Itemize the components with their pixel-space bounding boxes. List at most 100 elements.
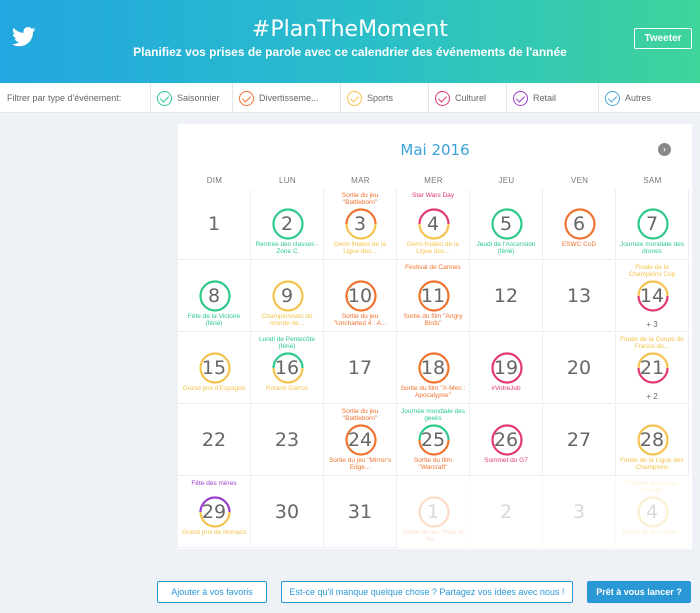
- day-number: 21: [639, 357, 665, 379]
- calendar-day[interactable]: 20: [543, 333, 616, 404]
- filter-label-text: Autres: [625, 93, 652, 103]
- calendar-day[interactable]: 3: [543, 477, 616, 548]
- weekday-header: LUN: [279, 176, 296, 185]
- check-circle-icon: [239, 90, 254, 106]
- calendar-day[interactable]: 1: [178, 189, 251, 260]
- calendar-day[interactable]: 6 ESWC CoD: [543, 189, 616, 260]
- add-favorites-button[interactable]: Ajouter à vos favoris: [157, 581, 267, 603]
- day-number: 3: [572, 501, 586, 523]
- calendar-day[interactable]: 1 Sortie du jeu "Rise of the...: [397, 477, 470, 548]
- page-subtitle: Planifiez vos prises de parole avec ce c…: [133, 45, 567, 59]
- calendar-day[interactable]: Sortie du jeu "Battleborn" 24 Sortie du je…: [324, 405, 397, 476]
- calendar-day[interactable]: 17: [324, 333, 397, 404]
- filter-label-text: Divertisseme...: [259, 93, 319, 103]
- event-label-top: Lundi de Pentecôte (férié): [258, 336, 316, 350]
- event-label-bottom: Journée mondiale des drones: [620, 241, 684, 255]
- event-label-bottom: Championnats du monde de...: [261, 313, 313, 327]
- calendar-day[interactable]: 8 Fête de la Victoire (férié): [178, 261, 251, 332]
- filter-label: Filtrer par type d'événement:: [7, 93, 122, 103]
- calendar-day[interactable]: 7 Journée mondiale des drones: [616, 189, 689, 260]
- event-ring: [418, 280, 450, 312]
- event-ring: [637, 496, 669, 528]
- calendar-day[interactable]: 13: [543, 261, 616, 332]
- event-ring: [418, 352, 450, 384]
- more-events-count[interactable]: + 2: [646, 392, 658, 401]
- weekday-header: SAM: [643, 176, 662, 185]
- check-circle-icon: [157, 90, 172, 106]
- calendar-day[interactable]: 18 Sortie du film "X-Men : Apocalypse": [397, 333, 470, 404]
- day-number: 16: [274, 357, 300, 379]
- event-ring: [564, 208, 596, 240]
- calendar-day[interactable]: Fête des mères 29 Grand prix de Monaco: [178, 477, 251, 548]
- event-label-bottom: Grand prix d'Espagne: [182, 385, 246, 392]
- filter-5[interactable]: Autres: [598, 83, 700, 113]
- event-ring: [418, 496, 450, 528]
- event-ring: [199, 496, 231, 528]
- month-title: Mai 2016: [400, 141, 470, 159]
- day-number: 5: [499, 213, 513, 235]
- start-button[interactable]: Prêt à vous lancer ?: [587, 581, 691, 603]
- day-number: 23: [274, 429, 300, 451]
- day-number: 12: [493, 285, 519, 307]
- day-number: 14: [639, 285, 665, 307]
- calendar-day[interactable]: Lundi de Pentecôte (férié) 16 Roland Garro…: [251, 333, 324, 404]
- calendar-day[interactable]: 28 Finale de la Ligue des Champions: [616, 405, 689, 476]
- calendar-day[interactable]: Finale de la Champions Cup 14 + 3: [616, 261, 689, 332]
- calendar-day[interactable]: Finale de la Coupe de France de... 21 + 2: [616, 333, 689, 404]
- calendar-day[interactable]: 15 Grand prix d'Espagne: [178, 333, 251, 404]
- calendar-day[interactable]: Festival des Lotus Lounge 4 Finale de la C…: [616, 477, 689, 548]
- check-circle-icon: [435, 90, 450, 106]
- day-number: 30: [274, 501, 300, 523]
- calendar-day[interactable]: 2: [470, 477, 543, 548]
- calendar-day[interactable]: 30: [251, 477, 324, 548]
- day-number: 7: [645, 213, 659, 235]
- weekday-header: DIM: [206, 176, 223, 185]
- day-number: 29: [201, 501, 227, 523]
- event-ring: [637, 280, 669, 312]
- calendar-day[interactable]: 23: [251, 405, 324, 476]
- twitter-bird-icon: [12, 27, 36, 47]
- event-label-bottom: ESWC CoD: [561, 241, 597, 248]
- event-label-bottom: Sortie du jeu "Rise of the...: [402, 529, 464, 543]
- calendar-day[interactable]: 12: [470, 261, 543, 332]
- filter-0[interactable]: Saisonnier: [150, 83, 232, 113]
- calendar-day[interactable]: 5 Jeudi de l'Ascension (férié): [470, 189, 543, 260]
- calendar-day[interactable]: 2 Rentrée des classes - Zone C: [251, 189, 324, 260]
- filter-label-text: Saisonnier: [177, 93, 220, 103]
- calendar-day[interactable]: 27: [543, 405, 616, 476]
- calendar-day[interactable]: 31: [324, 477, 397, 548]
- feedback-button[interactable]: Est-ce qu'il manque quelque chose ? Part…: [281, 581, 573, 603]
- filter-2[interactable]: Sports: [340, 83, 413, 113]
- calendar-day[interactable]: Journée mondiale des geeks 25 Sortie du fi…: [397, 405, 470, 476]
- event-label-bottom: Sortie du film "Warcraft": [414, 457, 452, 471]
- day-number: 1: [426, 501, 440, 523]
- more-events-count[interactable]: + 3: [646, 320, 658, 329]
- calendar-day[interactable]: 10 Sortie du jeu "Uncharted 4 : A...: [324, 261, 397, 332]
- event-label-bottom: Roland Garros: [265, 385, 309, 392]
- calendar-day[interactable]: 9 Championnats du monde de...: [251, 261, 324, 332]
- filter-4[interactable]: Retail: [506, 83, 598, 113]
- filter-1[interactable]: Divertisseme...: [232, 83, 327, 113]
- event-label-top: Finale de la Coupe de France de...: [620, 336, 684, 350]
- chevron-right-icon[interactable]: ›: [658, 143, 671, 156]
- event-label-bottom: #VotreJob: [491, 385, 521, 392]
- day-number: 15: [201, 357, 227, 379]
- calendar-day[interactable]: 26 Sommet du G7: [470, 405, 543, 476]
- tweet-button[interactable]: Tweeter: [634, 28, 692, 49]
- calendar-day[interactable]: Star Wars Day 4 Demi-finales de la Ligue d…: [397, 189, 470, 260]
- calendar-day[interactable]: Festival de Cannes 11 Sortie du film "Angr…: [397, 261, 470, 332]
- event-label-bottom: Sortie du film "Angry Birds": [403, 313, 463, 327]
- event-ring: [199, 352, 231, 384]
- day-number: 24: [347, 429, 373, 451]
- check-circle-icon: [513, 90, 528, 106]
- day-number: 2: [499, 501, 513, 523]
- event-label-top: Sortie du jeu "Battleborn": [341, 408, 379, 422]
- day-number: 20: [566, 357, 592, 379]
- filter-3[interactable]: Culturel: [428, 83, 506, 113]
- calendar-day[interactable]: 19 #VotreJob: [470, 333, 543, 404]
- event-label-top: Journée mondiale des geeks: [401, 408, 465, 422]
- event-label-bottom: Fête de la Victoire (férié): [187, 313, 241, 327]
- calendar-day[interactable]: Sortie du jeu "Battleborn" 3 Demi-finales …: [324, 189, 397, 260]
- calendar-day[interactable]: 22: [178, 405, 251, 476]
- day-number: 9: [280, 285, 294, 307]
